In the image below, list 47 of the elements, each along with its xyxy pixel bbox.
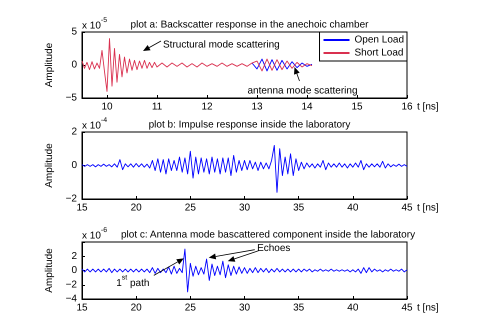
x-tick-label: 12 <box>201 102 213 112</box>
x-axis-title: t [ns] <box>417 302 439 314</box>
x-tick-label: 45 <box>401 302 413 314</box>
line-series <box>82 144 408 193</box>
x-tick-label: 35 <box>293 302 305 314</box>
x-axis-title: t [ns] <box>417 202 439 214</box>
chart-title: plot a: Backscatter response in the anechoic chamber <box>130 20 370 30</box>
y-tick-label: 2 <box>71 126 78 138</box>
y-axis-title: Amplitude <box>44 248 56 293</box>
y-tick-label: 2 <box>71 250 78 262</box>
legend-label: Open Load <box>354 34 404 46</box>
x-tick-label: 25 <box>184 202 196 214</box>
x-tick-label: 15 <box>76 202 88 214</box>
y-axis-title: Amplitude <box>44 42 56 88</box>
x-tick-label: 35 <box>293 202 305 214</box>
x-tick-label: 16 <box>401 102 413 112</box>
x-axis-title: t [ns] <box>417 102 439 112</box>
y-axis-title: Amplitude <box>44 142 56 188</box>
x-tick-label: 45 <box>401 202 413 214</box>
x-tick-label: 13 <box>251 102 263 112</box>
x-tick-label: 15 <box>76 302 88 314</box>
chart-title: plot b: Impulse response inside the laboratory <box>148 120 350 130</box>
y-tick-label: −2 <box>66 279 78 290</box>
x-tick-label: 14 <box>301 102 313 112</box>
annotation: Echoes <box>257 243 290 254</box>
x-tick-label: 11 <box>152 102 163 112</box>
x-tick-label: 10 <box>101 102 113 112</box>
annotation: Structural mode scattering <box>163 40 280 50</box>
x-tick-label: 30 <box>238 302 250 314</box>
x-tick-label: 15 <box>351 102 363 112</box>
y-tick-label: −5 <box>66 92 78 104</box>
y-tick-label: 0 <box>71 265 78 276</box>
x-tick-label: 40 <box>347 202 359 214</box>
y-tick-label: 5 <box>71 26 78 38</box>
y-tick-label: 0 <box>71 60 78 70</box>
y-tick-label: −4 <box>66 294 78 304</box>
x-tick-label: 20 <box>130 302 142 314</box>
legend-label: Short Load <box>354 48 404 58</box>
y-tick-label: −2 <box>66 194 78 204</box>
line-series <box>82 38 312 92</box>
x-tick-label: 20 <box>130 202 142 214</box>
x-tick-label: 25 <box>184 302 196 314</box>
x-tick-label: 30 <box>238 202 250 214</box>
y-tick-label: 0 <box>71 160 78 171</box>
x-tick-label: 40 <box>347 302 359 314</box>
annotation: antenna mode scattering <box>247 85 358 96</box>
chart-title: plot c: Antenna mode bascattered component inside the laboratory <box>121 230 416 240</box>
